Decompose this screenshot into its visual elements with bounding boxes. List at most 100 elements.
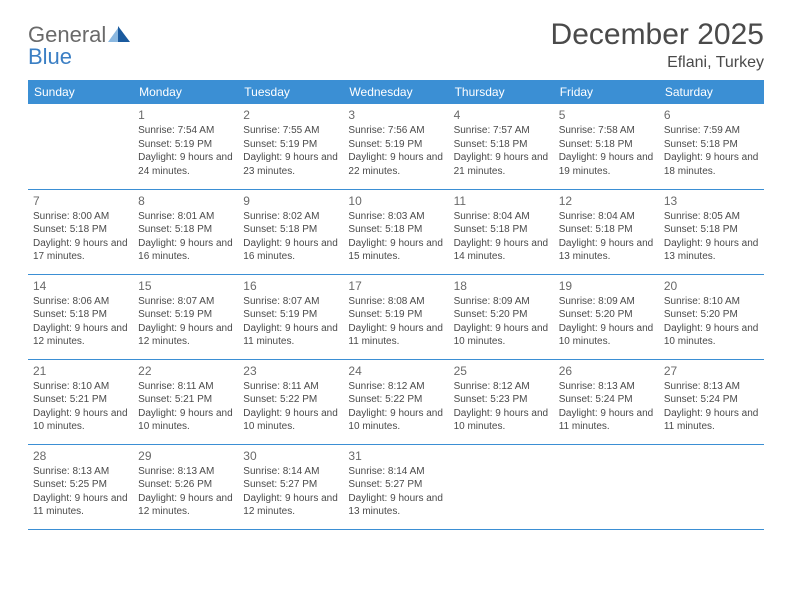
sunset-line: Sunset: 5:26 PM <box>138 478 233 492</box>
logo: GeneralBlue <box>28 24 130 68</box>
sunrise-line: Sunrise: 8:13 AM <box>138 465 233 479</box>
day-number: 24 <box>348 363 443 379</box>
daylight-line: Daylight: 9 hours and 17 minutes. <box>33 237 128 264</box>
sunrise-line: Sunrise: 8:08 AM <box>348 295 443 309</box>
sunrise-line: Sunrise: 8:11 AM <box>243 380 338 394</box>
daylight-line: Daylight: 9 hours and 24 minutes. <box>138 151 233 178</box>
sunset-line: Sunset: 5:20 PM <box>559 308 654 322</box>
calendar-row: 28Sunrise: 8:13 AMSunset: 5:25 PMDayligh… <box>28 444 764 529</box>
sunset-line: Sunset: 5:18 PM <box>559 138 654 152</box>
calendar-cell: 17Sunrise: 8:08 AMSunset: 5:19 PMDayligh… <box>343 274 448 359</box>
day-number: 22 <box>138 363 233 379</box>
daylight-line: Daylight: 9 hours and 10 minutes. <box>559 322 654 349</box>
day-number: 1 <box>138 107 233 123</box>
sunset-line: Sunset: 5:20 PM <box>664 308 759 322</box>
day-number: 16 <box>243 278 338 294</box>
sunset-line: Sunset: 5:22 PM <box>348 393 443 407</box>
sunrise-line: Sunrise: 7:59 AM <box>664 124 759 138</box>
calendar-cell: 7Sunrise: 8:00 AMSunset: 5:18 PMDaylight… <box>28 189 133 274</box>
day-number: 12 <box>559 193 654 209</box>
calendar-row: 7Sunrise: 8:00 AMSunset: 5:18 PMDaylight… <box>28 189 764 274</box>
sunrise-line: Sunrise: 8:01 AM <box>138 210 233 224</box>
calendar-cell <box>28 104 133 189</box>
daylight-line: Daylight: 9 hours and 10 minutes. <box>454 322 549 349</box>
day-number: 28 <box>33 448 128 464</box>
day-number: 17 <box>348 278 443 294</box>
sunrise-line: Sunrise: 8:10 AM <box>664 295 759 309</box>
calendar-cell: 14Sunrise: 8:06 AMSunset: 5:18 PMDayligh… <box>28 274 133 359</box>
sunset-line: Sunset: 5:19 PM <box>138 308 233 322</box>
sunrise-line: Sunrise: 8:12 AM <box>348 380 443 394</box>
calendar-cell: 16Sunrise: 8:07 AMSunset: 5:19 PMDayligh… <box>238 274 343 359</box>
sunset-line: Sunset: 5:21 PM <box>33 393 128 407</box>
day-number: 13 <box>664 193 759 209</box>
weekday-header: Friday <box>554 80 659 104</box>
day-number: 6 <box>664 107 759 123</box>
calendar-body: 1Sunrise: 7:54 AMSunset: 5:19 PMDaylight… <box>28 104 764 529</box>
sunrise-line: Sunrise: 8:03 AM <box>348 210 443 224</box>
day-number: 19 <box>559 278 654 294</box>
sunrise-line: Sunrise: 8:11 AM <box>138 380 233 394</box>
calendar-row: 14Sunrise: 8:06 AMSunset: 5:18 PMDayligh… <box>28 274 764 359</box>
sunrise-line: Sunrise: 8:07 AM <box>138 295 233 309</box>
calendar-cell: 13Sunrise: 8:05 AMSunset: 5:18 PMDayligh… <box>659 189 764 274</box>
calendar-cell: 24Sunrise: 8:12 AMSunset: 5:22 PMDayligh… <box>343 359 448 444</box>
sunset-line: Sunset: 5:18 PM <box>348 223 443 237</box>
sunrise-line: Sunrise: 8:02 AM <box>243 210 338 224</box>
day-number: 10 <box>348 193 443 209</box>
day-number: 31 <box>348 448 443 464</box>
page-title: December 2025 <box>551 18 764 52</box>
weekday-header: Sunday <box>28 80 133 104</box>
day-number: 30 <box>243 448 338 464</box>
day-number: 26 <box>559 363 654 379</box>
weekday-header: Wednesday <box>343 80 448 104</box>
sunset-line: Sunset: 5:27 PM <box>348 478 443 492</box>
day-number: 18 <box>454 278 549 294</box>
daylight-line: Daylight: 9 hours and 16 minutes. <box>243 237 338 264</box>
day-number: 14 <box>33 278 128 294</box>
calendar-cell: 28Sunrise: 8:13 AMSunset: 5:25 PMDayligh… <box>28 444 133 529</box>
sunrise-line: Sunrise: 7:54 AM <box>138 124 233 138</box>
weekday-header: Thursday <box>449 80 554 104</box>
sunrise-line: Sunrise: 8:09 AM <box>454 295 549 309</box>
day-number: 29 <box>138 448 233 464</box>
day-number: 4 <box>454 107 549 123</box>
calendar-cell: 11Sunrise: 8:04 AMSunset: 5:18 PMDayligh… <box>449 189 554 274</box>
calendar-cell: 9Sunrise: 8:02 AMSunset: 5:18 PMDaylight… <box>238 189 343 274</box>
calendar-cell: 10Sunrise: 8:03 AMSunset: 5:18 PMDayligh… <box>343 189 448 274</box>
calendar-cell: 31Sunrise: 8:14 AMSunset: 5:27 PMDayligh… <box>343 444 448 529</box>
calendar-cell: 27Sunrise: 8:13 AMSunset: 5:24 PMDayligh… <box>659 359 764 444</box>
day-number: 15 <box>138 278 233 294</box>
calendar-cell: 23Sunrise: 8:11 AMSunset: 5:22 PMDayligh… <box>238 359 343 444</box>
daylight-line: Daylight: 9 hours and 12 minutes. <box>138 322 233 349</box>
daylight-line: Daylight: 9 hours and 18 minutes. <box>664 151 759 178</box>
calendar-cell: 18Sunrise: 8:09 AMSunset: 5:20 PMDayligh… <box>449 274 554 359</box>
calendar-cell: 26Sunrise: 8:13 AMSunset: 5:24 PMDayligh… <box>554 359 659 444</box>
calendar-cell: 21Sunrise: 8:10 AMSunset: 5:21 PMDayligh… <box>28 359 133 444</box>
daylight-line: Daylight: 9 hours and 11 minutes. <box>664 407 759 434</box>
day-number: 9 <box>243 193 338 209</box>
daylight-line: Daylight: 9 hours and 23 minutes. <box>243 151 338 178</box>
calendar-head: SundayMondayTuesdayWednesdayThursdayFrid… <box>28 80 764 104</box>
sunrise-line: Sunrise: 8:13 AM <box>664 380 759 394</box>
day-number: 8 <box>138 193 233 209</box>
sunrise-line: Sunrise: 8:14 AM <box>243 465 338 479</box>
logo-text: GeneralBlue <box>28 24 130 68</box>
day-number: 27 <box>664 363 759 379</box>
sunrise-line: Sunrise: 8:04 AM <box>454 210 549 224</box>
sunrise-line: Sunrise: 8:13 AM <box>33 465 128 479</box>
sunrise-line: Sunrise: 8:00 AM <box>33 210 128 224</box>
daylight-line: Daylight: 9 hours and 10 minutes. <box>243 407 338 434</box>
sunset-line: Sunset: 5:22 PM <box>243 393 338 407</box>
calendar-cell <box>659 444 764 529</box>
day-number: 20 <box>664 278 759 294</box>
day-number: 2 <box>243 107 338 123</box>
location: Eflani, Turkey <box>551 54 764 72</box>
daylight-line: Daylight: 9 hours and 11 minutes. <box>33 492 128 519</box>
sunset-line: Sunset: 5:19 PM <box>243 308 338 322</box>
daylight-line: Daylight: 9 hours and 15 minutes. <box>348 237 443 264</box>
calendar-cell: 2Sunrise: 7:55 AMSunset: 5:19 PMDaylight… <box>238 104 343 189</box>
sunrise-line: Sunrise: 8:07 AM <box>243 295 338 309</box>
daylight-line: Daylight: 9 hours and 11 minutes. <box>243 322 338 349</box>
sail-icon <box>108 24 130 46</box>
